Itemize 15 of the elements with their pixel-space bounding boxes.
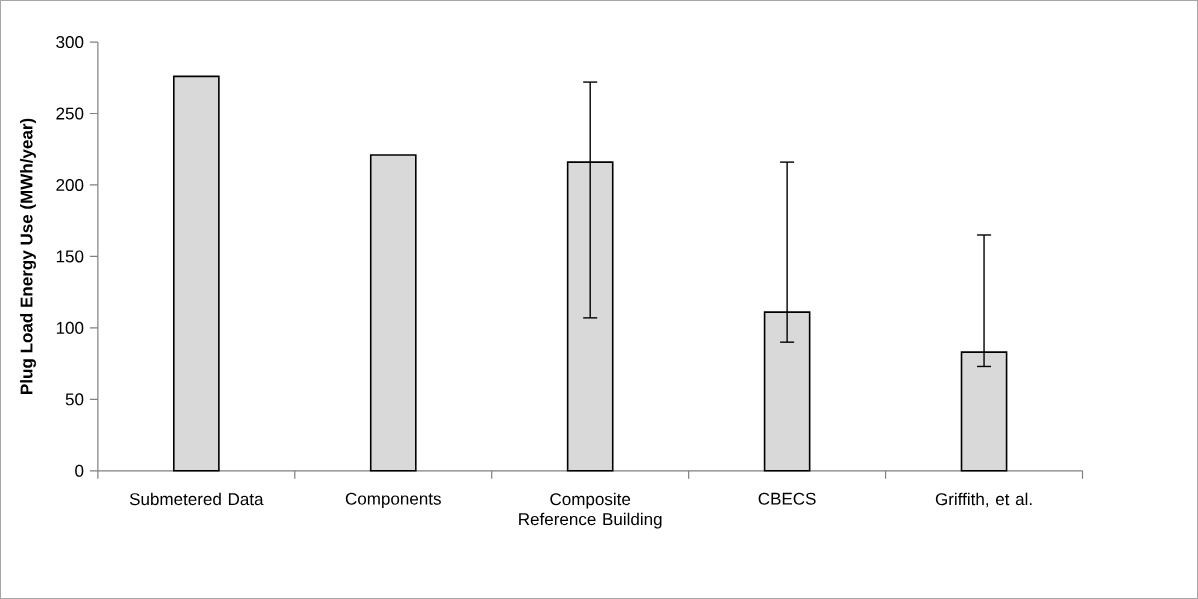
y-axis-title: Plug Load Energy Use (MWh/year) [20,118,37,394]
x-tick-label: Composite Reference Building [519,492,662,529]
x-tick-label: Components [345,492,441,509]
y-tick-label: 50 [65,393,84,406]
y-tick-label: 300 [56,36,84,49]
y-tick-label: 200 [56,178,84,192]
y-tick-label: 250 [56,107,84,120]
x-tick-label: CBECS [758,492,816,505]
bar [369,154,417,472]
x-tick-label: Submetered Data [129,492,264,506]
y-tick-label: 150 [56,250,84,263]
x-tick-label: Griffith, et al. [935,492,1032,508]
bar [172,75,220,472]
y-tick-label: 0 [75,464,84,477]
y-tick-label: 100 [56,321,84,334]
